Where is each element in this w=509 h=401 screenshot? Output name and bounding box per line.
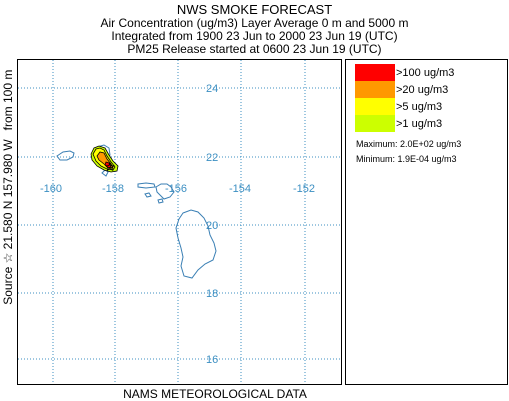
- minimum-value: Minimum: 1.9E-04 ug/m3: [356, 154, 457, 164]
- meteorological-data-label: NAMS METEOROLOGICAL DATA: [123, 387, 307, 401]
- concentration-subtitle: Air Concentration (ug/m3) Layer Average …: [100, 16, 409, 30]
- integration-period: Integrated from 1900 23 Jun to 2000 23 J…: [111, 29, 398, 43]
- legend-label-100: >100 ug/m3: [396, 66, 455, 79]
- lat-label-24: 24: [206, 83, 218, 95]
- map-canvas: 24 22 20 18 16 -160 -158 -156 -154 -152: [18, 60, 341, 384]
- hawaii-big-island-coast: [175, 209, 217, 279]
- niihau-coast: [56, 150, 75, 161]
- legend-item-100: >100 ug/m3: [355, 64, 454, 81]
- lat-label-18: 18: [206, 288, 218, 300]
- legend-swatch-20: [355, 81, 395, 98]
- legend-item-20: >20 ug/m3: [355, 81, 448, 98]
- lat-label-16: 16: [206, 354, 218, 366]
- legend-label-5: >5 ug/m3: [396, 100, 443, 113]
- release-info: PM25 Release started at 0600 23 Jun 19 (…: [127, 42, 382, 56]
- lanai-coast: [144, 192, 152, 198]
- lon-label-160: -160: [40, 183, 62, 195]
- kahoolawe-coast: [157, 198, 164, 204]
- lat-label-22: 22: [206, 152, 218, 164]
- release-height-label: from 100 m: [1, 69, 15, 131]
- legend-swatch-100: [355, 64, 395, 81]
- legend-item-1: >1 ug/m3: [355, 115, 442, 132]
- legend-item-5: >5 ug/m3: [355, 98, 442, 115]
- lon-label-152: -152: [293, 183, 315, 195]
- source-location-label: Source ☆ 21.580 N 157.980 W: [1, 139, 15, 305]
- oahu-coast: [101, 169, 109, 177]
- maximum-value: Maximum: 2.0E+02 ug/m3: [356, 139, 462, 149]
- lon-label-156: -156: [165, 183, 187, 195]
- hawaii-coastlines: [56, 144, 217, 279]
- star-icon: [104, 162, 116, 172]
- map-title: NWS SMOKE FORECAST: [176, 2, 333, 17]
- map-panel: 24 22 20 18 16 -160 -158 -156 -154 -152: [17, 59, 342, 385]
- legend-swatch-1: [355, 115, 395, 132]
- header: NWS SMOKE FORECAST Air Concentration (ug…: [0, 2, 509, 56]
- legend-panel: >100 ug/m3 >20 ug/m3 >5 ug/m3 >1 ug/m3 M…: [345, 59, 508, 385]
- grid-lines: [18, 60, 341, 384]
- smoke-plume: [90, 145, 119, 173]
- legend-swatch-5: [355, 98, 395, 115]
- maui-coast: [155, 183, 175, 200]
- legend-label-20: >20 ug/m3: [396, 83, 449, 96]
- lon-label-154: -154: [229, 183, 251, 195]
- legend-label-1: >1 ug/m3: [396, 117, 443, 130]
- lon-label-158: -158: [102, 183, 124, 195]
- molokai-coast: [137, 182, 156, 189]
